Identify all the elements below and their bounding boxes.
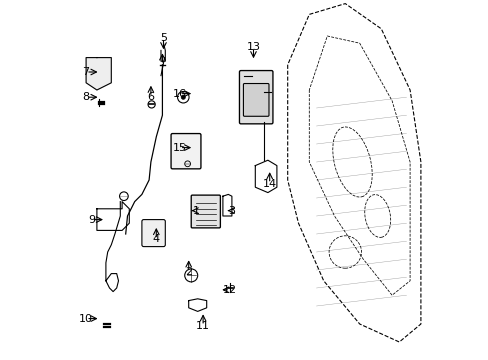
Text: 3: 3 xyxy=(228,206,235,216)
Text: 6: 6 xyxy=(147,92,154,102)
Text: 10: 10 xyxy=(79,314,93,324)
Text: 2: 2 xyxy=(185,267,192,277)
Text: 8: 8 xyxy=(82,92,89,102)
Text: 4: 4 xyxy=(152,234,160,244)
Text: 15: 15 xyxy=(172,143,186,153)
Circle shape xyxy=(181,95,185,99)
Text: 11: 11 xyxy=(196,321,210,331)
Text: 16: 16 xyxy=(172,89,186,99)
Text: 12: 12 xyxy=(223,285,237,295)
Text: 14: 14 xyxy=(262,179,276,189)
Text: 9: 9 xyxy=(88,215,95,225)
FancyBboxPatch shape xyxy=(239,71,272,124)
Text: 7: 7 xyxy=(82,67,89,77)
Text: 1: 1 xyxy=(192,206,199,216)
FancyBboxPatch shape xyxy=(243,84,268,116)
FancyBboxPatch shape xyxy=(191,195,220,228)
FancyBboxPatch shape xyxy=(171,134,201,169)
Text: 13: 13 xyxy=(246,42,260,52)
FancyBboxPatch shape xyxy=(142,220,165,247)
Polygon shape xyxy=(86,58,111,90)
Text: 5: 5 xyxy=(160,33,167,43)
